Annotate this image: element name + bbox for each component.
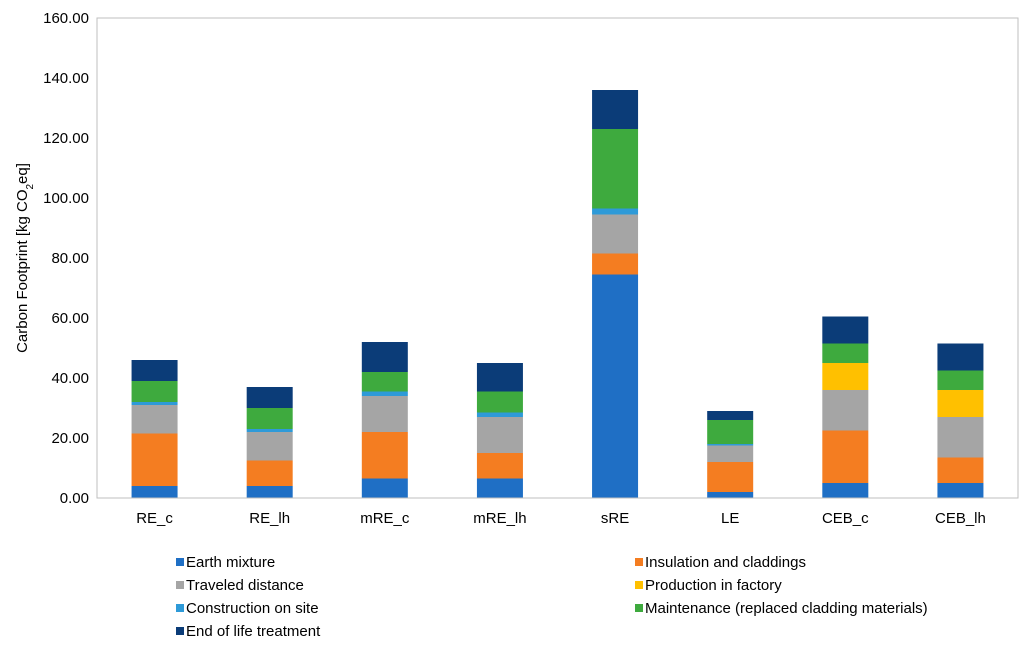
bar-segment bbox=[132, 381, 178, 402]
bar-segment bbox=[592, 275, 638, 499]
y-tick-label: 140.00 bbox=[43, 70, 89, 87]
x-tick-label: RE_lh bbox=[249, 510, 290, 527]
bar-segment bbox=[822, 363, 868, 390]
bar-segment bbox=[132, 402, 178, 405]
y-tick-label: 80.00 bbox=[51, 250, 89, 267]
bar-segment bbox=[362, 392, 408, 397]
bar-segment bbox=[592, 90, 638, 129]
x-tick-label: sRE bbox=[601, 510, 629, 527]
bar-segment bbox=[822, 483, 868, 498]
legend-label: Earth mixture bbox=[186, 554, 275, 571]
legend-label: End of life treatment bbox=[186, 623, 321, 640]
bar-segment bbox=[477, 479, 523, 499]
legend-label: Traveled distance bbox=[186, 577, 304, 594]
legend-item: Earth mixture bbox=[176, 554, 275, 571]
legend-item: Maintenance (replaced cladding materials… bbox=[635, 600, 928, 617]
bar-segment bbox=[707, 492, 753, 498]
bar-segment bbox=[362, 342, 408, 372]
bar-segment bbox=[937, 458, 983, 484]
legend-swatch bbox=[176, 604, 184, 612]
bar-segment bbox=[707, 462, 753, 492]
y-tick-label: 0.00 bbox=[60, 490, 89, 507]
bar-segment bbox=[707, 446, 753, 463]
y-tick-label: 60.00 bbox=[51, 310, 89, 327]
x-tick-label: RE_c bbox=[136, 510, 173, 527]
legend-swatch bbox=[176, 627, 184, 635]
bar-segment bbox=[477, 413, 523, 418]
bar-segment bbox=[592, 254, 638, 275]
legend-label: Insulation and claddings bbox=[645, 554, 806, 571]
bar-segment bbox=[362, 432, 408, 479]
x-tick-label: mRE_lh bbox=[473, 510, 526, 527]
x-axis-tick-labels: RE_c RE_lh mRE_c mRE_lh sRE LE CEB_c CEB_lh bbox=[136, 510, 986, 527]
x-tick-label: mRE_c bbox=[360, 510, 410, 527]
bar-segment bbox=[477, 392, 523, 413]
bar-segment bbox=[822, 390, 868, 431]
x-tick-label: LE bbox=[721, 510, 739, 527]
legend-item: Construction on site bbox=[176, 600, 319, 617]
bar-segment bbox=[247, 486, 293, 498]
legend-swatch bbox=[635, 581, 643, 589]
bar-segment bbox=[247, 387, 293, 408]
y-tick-label: 20.00 bbox=[51, 430, 89, 447]
bar-segment bbox=[592, 215, 638, 254]
y-axis-label: Carbon Footprint [kg CO2eq] bbox=[14, 163, 36, 353]
legend-swatch bbox=[176, 581, 184, 589]
bar-segment bbox=[247, 461, 293, 487]
bar-segment bbox=[937, 483, 983, 498]
bar-segment bbox=[362, 396, 408, 432]
plot-area bbox=[97, 18, 1018, 498]
bar-segment bbox=[822, 431, 868, 484]
y-tick-label: 40.00 bbox=[51, 370, 89, 387]
legend: Earth mixture Insulation and claddings Tra… bbox=[176, 554, 928, 640]
bar-segment bbox=[707, 444, 753, 446]
y-tick-label: 160.00 bbox=[43, 10, 89, 27]
bar-segment bbox=[937, 371, 983, 391]
bar-segment bbox=[362, 479, 408, 499]
bar-segment bbox=[477, 453, 523, 479]
bar-segment bbox=[822, 317, 868, 344]
y-axis-label-suffix: eq] bbox=[14, 163, 31, 184]
bar-segment bbox=[132, 360, 178, 381]
legend-item: Traveled distance bbox=[176, 577, 304, 594]
bar-segment bbox=[132, 405, 178, 434]
legend-label: Construction on site bbox=[186, 600, 319, 617]
x-tick-label: CEB_c bbox=[822, 510, 869, 527]
y-tick-label: 100.00 bbox=[43, 190, 89, 207]
bar-segment bbox=[937, 344, 983, 371]
bar-segment bbox=[822, 344, 868, 364]
legend-swatch bbox=[635, 558, 643, 566]
legend-item: Production in factory bbox=[635, 577, 782, 594]
bar-segment bbox=[132, 434, 178, 487]
legend-swatch bbox=[635, 604, 643, 612]
legend-label: Maintenance (replaced cladding materials… bbox=[645, 600, 928, 617]
bar-segment bbox=[592, 129, 638, 209]
bar-segment bbox=[362, 372, 408, 392]
x-tick-label: CEB_lh bbox=[935, 510, 986, 527]
bar-segment bbox=[707, 411, 753, 420]
bar-segment bbox=[132, 486, 178, 498]
y-tick-label: 120.00 bbox=[43, 130, 89, 147]
bar-segment bbox=[477, 417, 523, 453]
bar-segment bbox=[477, 363, 523, 392]
y-axis-tick-labels: 0.00 20.00 40.00 60.00 80.00 100.00 120.00 140.… bbox=[43, 10, 89, 507]
legend-item: Insulation and claddings bbox=[635, 554, 806, 571]
legend-item: End of life treatment bbox=[176, 623, 321, 640]
bar-segment bbox=[247, 429, 293, 432]
bar-segment bbox=[707, 420, 753, 444]
legend-swatch bbox=[176, 558, 184, 566]
bar-segment bbox=[937, 417, 983, 458]
bar-segment bbox=[247, 408, 293, 429]
bar-segment bbox=[592, 209, 638, 215]
y-axis-label-main: Carbon Footprint [kg CO bbox=[14, 190, 31, 353]
legend-label: Production in factory bbox=[645, 577, 782, 594]
bar-segment bbox=[247, 432, 293, 461]
bar-segment bbox=[937, 390, 983, 417]
